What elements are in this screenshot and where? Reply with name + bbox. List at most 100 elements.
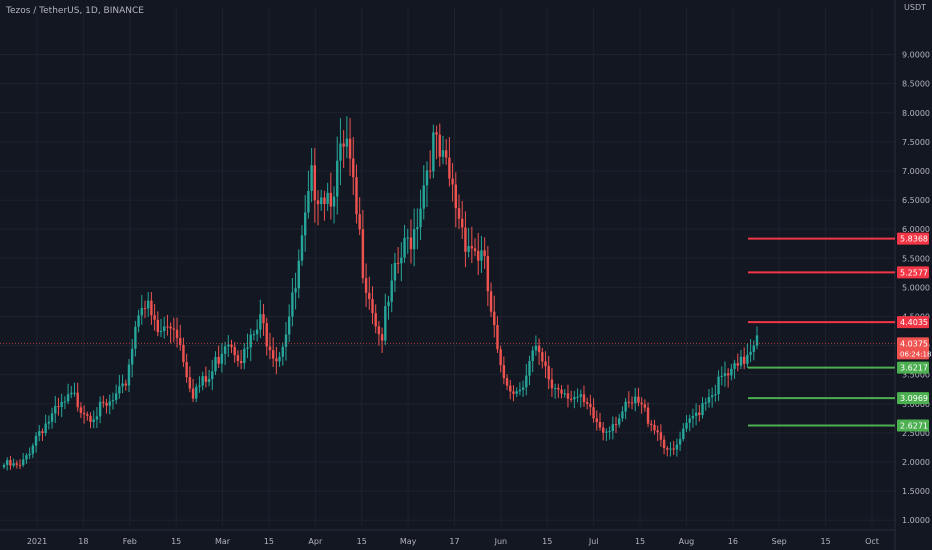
x-tick-label: 15 [635,537,645,546]
candle-body [25,455,28,460]
candle-body [18,464,22,466]
candle-body [464,227,467,252]
candle-body [66,394,70,402]
candle-body [204,376,208,382]
candle-body [409,237,413,250]
candle-body [714,394,717,396]
candle-body [723,373,727,376]
candle-body [339,143,342,161]
candle-body [198,385,201,387]
candle-body [486,255,490,292]
candle-body [701,403,704,416]
candle-body [105,402,108,406]
candle-body [307,190,310,213]
candle-body [156,319,160,333]
candle-body [553,387,557,389]
candle-body [400,257,403,264]
candle-body [406,237,409,239]
candle-body [371,299,374,314]
candle-body [368,292,371,300]
x-tick-label: 15 [821,537,831,546]
support-level-tag [897,392,929,405]
candle-body [320,197,323,205]
candle-body [12,463,15,466]
candle-body [698,412,701,416]
candle-body [191,388,195,399]
candle-body [710,395,714,398]
candle-body [739,356,743,366]
candle-body [736,363,739,366]
candle-body [480,250,483,261]
candle-body [217,356,220,364]
candle-body [352,158,355,178]
candle-body [672,448,675,450]
y-tick-label: 3.5000 [902,371,930,380]
candle-body [685,422,688,429]
candle-body [582,394,586,403]
candle-body [79,407,83,413]
candle-body [589,403,592,408]
candle-body [118,386,121,394]
candle-body [403,237,406,258]
candle-body [650,423,653,425]
candle-body [595,418,598,422]
candle-body [2,464,6,468]
candle-body [262,314,265,324]
candle-body [214,356,217,372]
candle-body [428,170,432,172]
y-tick-label: 6.5000 [902,196,930,205]
candle-body [752,345,755,352]
candle-body [355,177,358,215]
resistance-level-tag [897,266,929,279]
candle-body [166,326,169,328]
x-tick-label: 16 [728,537,738,546]
candle-body [499,349,502,366]
candle-body [169,326,172,329]
candle-body [284,334,288,347]
candle-body [441,150,445,157]
candle-body [637,396,640,403]
candle-body [643,404,647,408]
candle-body [281,346,284,357]
candle-body [525,375,528,388]
candle-body [518,389,522,392]
candle-body [726,373,730,376]
candle-body [521,387,525,390]
candle-body [496,325,499,350]
candle-body [207,379,211,382]
candle-body [678,439,682,445]
candle-body [387,301,390,307]
candle-body [233,347,236,356]
candle-body [733,363,736,369]
candle-body [137,315,140,327]
candle-body [557,387,560,390]
y-tick-label: 1.5000 [902,487,930,496]
candle-body [659,432,663,440]
candle-body [454,184,457,209]
candle-body [159,330,163,333]
candle-body [573,396,576,400]
candle-body [614,424,618,426]
candle-body [380,334,384,341]
candle-body [749,351,752,355]
candle-body [512,391,515,394]
last-price-label: 4.0375 [900,339,928,348]
candle-body [316,200,320,205]
candle-body [111,400,115,402]
candle-body [287,316,291,335]
candle-body [669,448,672,450]
x-tick-label: Sep [772,537,787,546]
candle-body [470,246,474,249]
candle-body [348,138,352,159]
x-tick-label: 15 [542,537,552,546]
candle-body [313,165,317,201]
candle-body [243,348,246,364]
candle-body [95,416,99,420]
candle-body [576,396,579,398]
candle-body [477,250,480,261]
support-level-tag [897,361,929,374]
candle-body [163,326,166,331]
candle-body [377,326,381,335]
candle-body [271,350,275,359]
